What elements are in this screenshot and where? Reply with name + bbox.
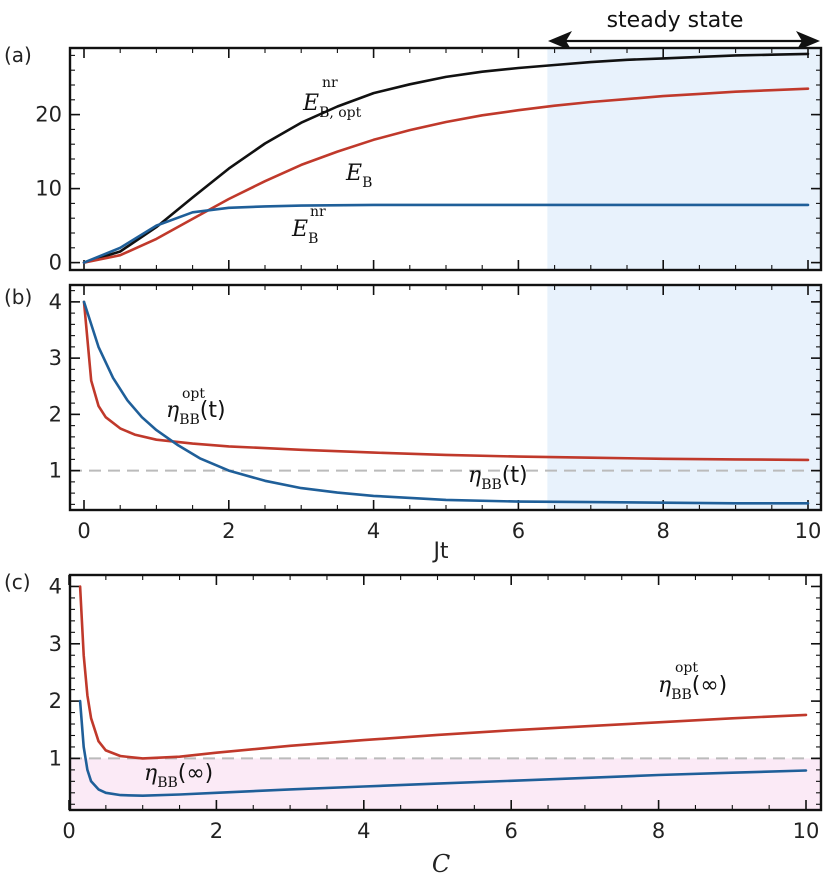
y-tick-label: 0 [49,251,62,275]
panel-b: 1 2 3 4 0 2 4 6 8 10 ηBB(t) opt ηBB(t) Jt [49,283,823,564]
series-line-c-1 [78,699,808,798]
y-tick-label: 2 [49,402,62,426]
x-tick-label: 2 [222,519,235,543]
x-tick-label: 2 [210,819,223,843]
series-line-a-0 [82,52,810,264]
panel-label-b: (b) [4,285,32,309]
panel-b-frame [68,283,823,512]
annotation-eta-bb-inf: ηBB(∞) [144,761,213,791]
panel-label-a: (a) [4,43,32,67]
panel-a-y-tick-labels: 0 10 20 [35,103,62,275]
annotation-e-b-opt-nr-sup: nr [322,75,338,91]
panel-c-x-tick-labels: 0 2 4 6 8 10 [62,819,819,843]
panel-a: 0 10 20 EB, opt nr EB EB nr [35,46,823,275]
x-tick-label: 6 [505,819,518,843]
annotation-eta-bb-t: ηBB(t) [468,463,528,493]
series-line-a-2 [82,203,810,264]
panel-c-frame [68,573,823,812]
x-tick-label: 4 [367,519,380,543]
annotation-e-b-nr: EB [291,217,318,247]
y-tick-label: 10 [35,177,62,201]
annotation-eta-bb-opt-t: ηBB(t) [166,398,226,428]
steady-state-arrow-right-head [796,31,820,51]
steady-state-marker: steady state [548,8,820,51]
y-tick-label: 3 [49,632,62,656]
panel-a-frame [68,46,823,272]
panel-c: 1 2 3 4 0 2 4 6 8 10 ηBB(∞) opt ηBB(∞) C [49,573,823,878]
steady-state-arrow-left-head [548,31,572,51]
panel-b-curves [82,300,810,505]
series-line-b-0 [82,300,810,462]
steady-state-label: steady state [607,8,744,33]
x-tick-label: 6 [512,519,525,543]
panel-c-y-tick-labels: 1 2 3 4 [49,574,62,770]
annotation-eta-bb-opt-inf: ηBB(∞) [658,673,727,703]
panel-a-curves [82,52,810,264]
series-line-c-0 [78,585,808,760]
x-tick-label: 4 [357,819,370,843]
y-tick-label: 1 [49,459,62,483]
panel-b-x-tick-labels: 0 2 4 6 8 10 [77,519,821,543]
x-tick-label: 8 [652,819,665,843]
y-tick-label: 2 [49,689,62,713]
steady-state-shading-a [547,48,821,270]
panel-b-y-tick-labels: 1 2 3 4 [49,290,62,483]
panel-label-c: (c) [4,570,31,594]
annotation-e-b: EB [345,161,372,191]
y-tick-label: 4 [49,574,62,598]
x-tick-label: 0 [77,519,90,543]
y-tick-label: 20 [35,103,62,127]
x-tick-label: 0 [62,819,75,843]
steady-state-shading-b [547,285,821,510]
x-tick-label: 10 [793,819,820,843]
x-axis-title-c: C [432,850,450,878]
annotation-eta-bb-opt-inf-sup: opt [675,660,698,676]
y-tick-label: 1 [49,746,62,770]
y-tick-label: 3 [49,346,62,370]
annotation-e-b-opt-nr: EB, opt [302,91,362,121]
x-axis-title-b: Jt [431,539,448,564]
series-line-a-1 [82,87,810,264]
panel-c-curves [78,585,808,798]
y-tick-label: 4 [49,290,62,314]
x-tick-label: 8 [657,519,670,543]
x-tick-label: 10 [795,519,822,543]
series-line-b-1 [82,300,810,505]
annotation-eta-bb-opt-t-sup: opt [182,386,205,402]
annotation-e-b-nr-sup: nr [310,204,326,220]
